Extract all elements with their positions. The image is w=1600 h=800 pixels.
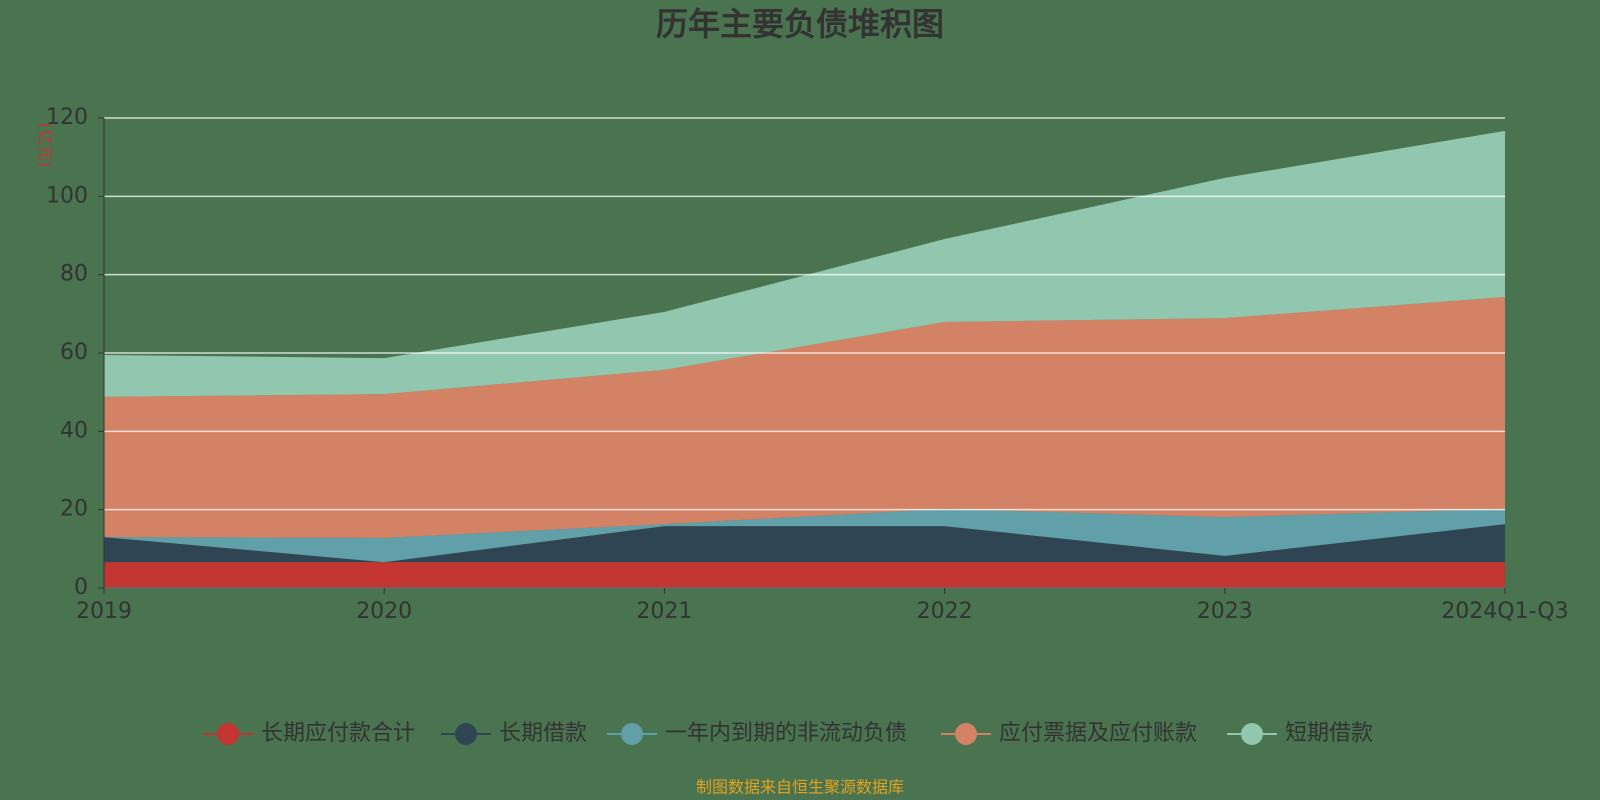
legend-label: 长期借款: [499, 721, 587, 746]
area: [104, 562, 1505, 588]
legend-label: 一年内到期的非流动负债: [665, 721, 907, 746]
y-tick-label: 100: [46, 183, 88, 208]
x-tick-label: 2019: [76, 599, 132, 624]
legend-marker: [217, 723, 239, 745]
legend-label: 应付票据及应付账款: [999, 721, 1197, 746]
area: [104, 524, 1505, 563]
area: [104, 508, 1505, 563]
y-tick-label: 120: [46, 105, 88, 130]
x-tick-label: 2023: [1197, 599, 1253, 624]
legend-label: 短期借款: [1285, 721, 1373, 746]
footer: 制图数据来自恒生聚源数据库: [696, 778, 904, 797]
legend-marker: [455, 723, 477, 745]
chart-title: 历年主要负债堆积图: [656, 5, 944, 43]
areas: [104, 130, 1505, 588]
area: [104, 130, 1505, 397]
legend-marker: [1241, 723, 1263, 745]
x-tick-label: 2024Q1-Q3: [1441, 599, 1568, 624]
x-tick-label: 2022: [917, 599, 973, 624]
x-tick-label: 2020: [356, 599, 412, 624]
y-tick-label: 60: [60, 340, 88, 365]
y-tick-label: 80: [60, 262, 88, 287]
legend-marker: [621, 723, 643, 745]
legend-label: 长期应付款合计: [261, 721, 415, 746]
legend-marker: [955, 723, 977, 745]
y-tick-label: 20: [60, 497, 88, 522]
y-tick-label: 40: [60, 418, 88, 443]
area: [104, 296, 1505, 538]
y-tick-label: 0: [74, 575, 88, 600]
y-axis-label: (亿元): [36, 123, 55, 168]
x-tick-label: 2021: [636, 599, 692, 624]
